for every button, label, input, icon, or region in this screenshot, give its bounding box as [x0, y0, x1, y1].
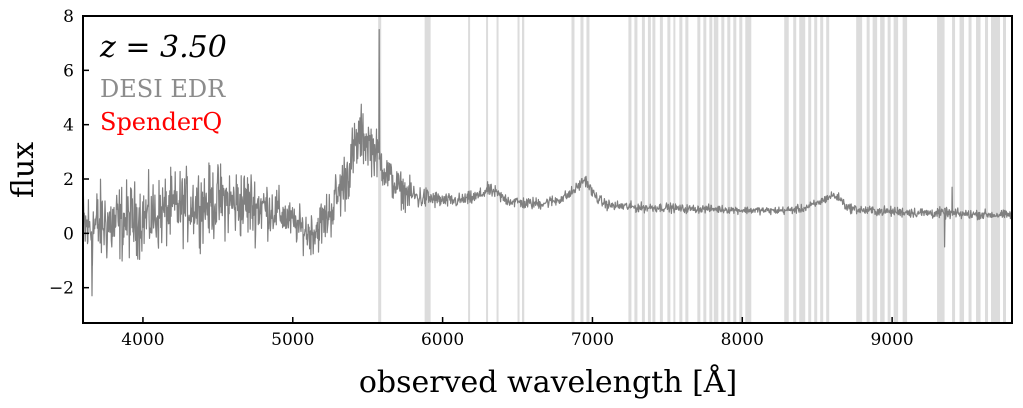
x-tick-label: 5000	[271, 330, 314, 350]
masked-region	[641, 16, 645, 323]
x-tick-label: 6000	[421, 330, 464, 350]
masked-region	[571, 16, 575, 323]
masked-region	[872, 16, 878, 323]
masked-region	[673, 16, 676, 323]
masked-region	[727, 16, 731, 323]
masked-region	[659, 16, 663, 323]
masked-region	[985, 16, 989, 323]
masked-region	[733, 16, 737, 323]
x-tick-label: 4000	[121, 330, 164, 350]
masked-region	[820, 16, 824, 323]
x-axis-label: observed wavelength [Å]	[359, 364, 737, 400]
masked-region	[378, 16, 382, 323]
masked-region	[739, 16, 743, 323]
redshift-annotation: z = 3.50	[99, 30, 227, 65]
flux-series	[82, 29, 1013, 297]
masked-region	[713, 16, 719, 323]
masked-region	[522, 16, 525, 323]
masked-region	[937, 16, 945, 323]
masked-region	[902, 16, 908, 323]
masked-region	[709, 16, 713, 323]
masked-region	[580, 16, 584, 323]
masked-region	[968, 16, 972, 323]
y-axis-label: flux	[6, 142, 41, 198]
masked-region	[784, 16, 789, 323]
masked-region	[991, 16, 1001, 323]
masked-region	[745, 16, 752, 323]
x-axis-ticks: 4000 5000 6000 7000 8000 9000	[121, 317, 914, 350]
masked-region	[1003, 16, 1007, 323]
y-tick-label: 2	[63, 170, 74, 190]
y-axis-ticks: −2 0 2 4 6 8	[49, 7, 89, 299]
masked-region	[880, 16, 885, 323]
axes-box	[82, 15, 1013, 324]
masked-region	[586, 16, 590, 323]
masked-regions	[378, 16, 1007, 323]
x-tick-label: 8000	[721, 330, 764, 350]
masked-region	[808, 16, 812, 323]
x-tick-label: 9000	[870, 330, 913, 350]
masked-region	[517, 16, 520, 323]
masked-region	[866, 16, 870, 323]
y-tick-label: 4	[63, 116, 74, 136]
masked-region	[697, 16, 701, 323]
x-tick-label: 7000	[571, 330, 614, 350]
series-line-desi-edr	[82, 29, 1013, 297]
masked-region	[468, 16, 471, 323]
masked-region	[634, 16, 638, 323]
masked-region	[814, 16, 818, 323]
masked-region	[685, 16, 689, 323]
legend-spenderq: SpenderQ	[100, 108, 222, 136]
masked-region	[893, 16, 899, 323]
masked-region	[679, 16, 683, 323]
y-tick-label: 8	[63, 7, 74, 27]
masked-region	[976, 16, 981, 323]
plot-frame	[82, 15, 1013, 324]
masked-region	[424, 16, 431, 323]
masked-region	[486, 16, 489, 323]
masked-region	[647, 16, 651, 323]
masked-region	[793, 16, 797, 323]
masked-region	[959, 16, 965, 323]
masked-region	[952, 16, 956, 323]
masked-region	[703, 16, 707, 323]
masked-region	[667, 16, 671, 323]
y-tick-label: 0	[63, 224, 74, 244]
masked-region	[721, 16, 725, 323]
masked-region	[496, 16, 499, 323]
masked-region	[652, 16, 656, 323]
masked-region	[826, 16, 830, 323]
masked-region	[628, 16, 632, 323]
masked-region	[887, 16, 891, 323]
legend-desi-edr: DESI EDR	[100, 75, 226, 103]
masked-region	[856, 16, 863, 323]
y-tick-label: −2	[49, 279, 74, 299]
masked-region	[799, 16, 806, 323]
y-tick-label: 6	[63, 61, 74, 81]
